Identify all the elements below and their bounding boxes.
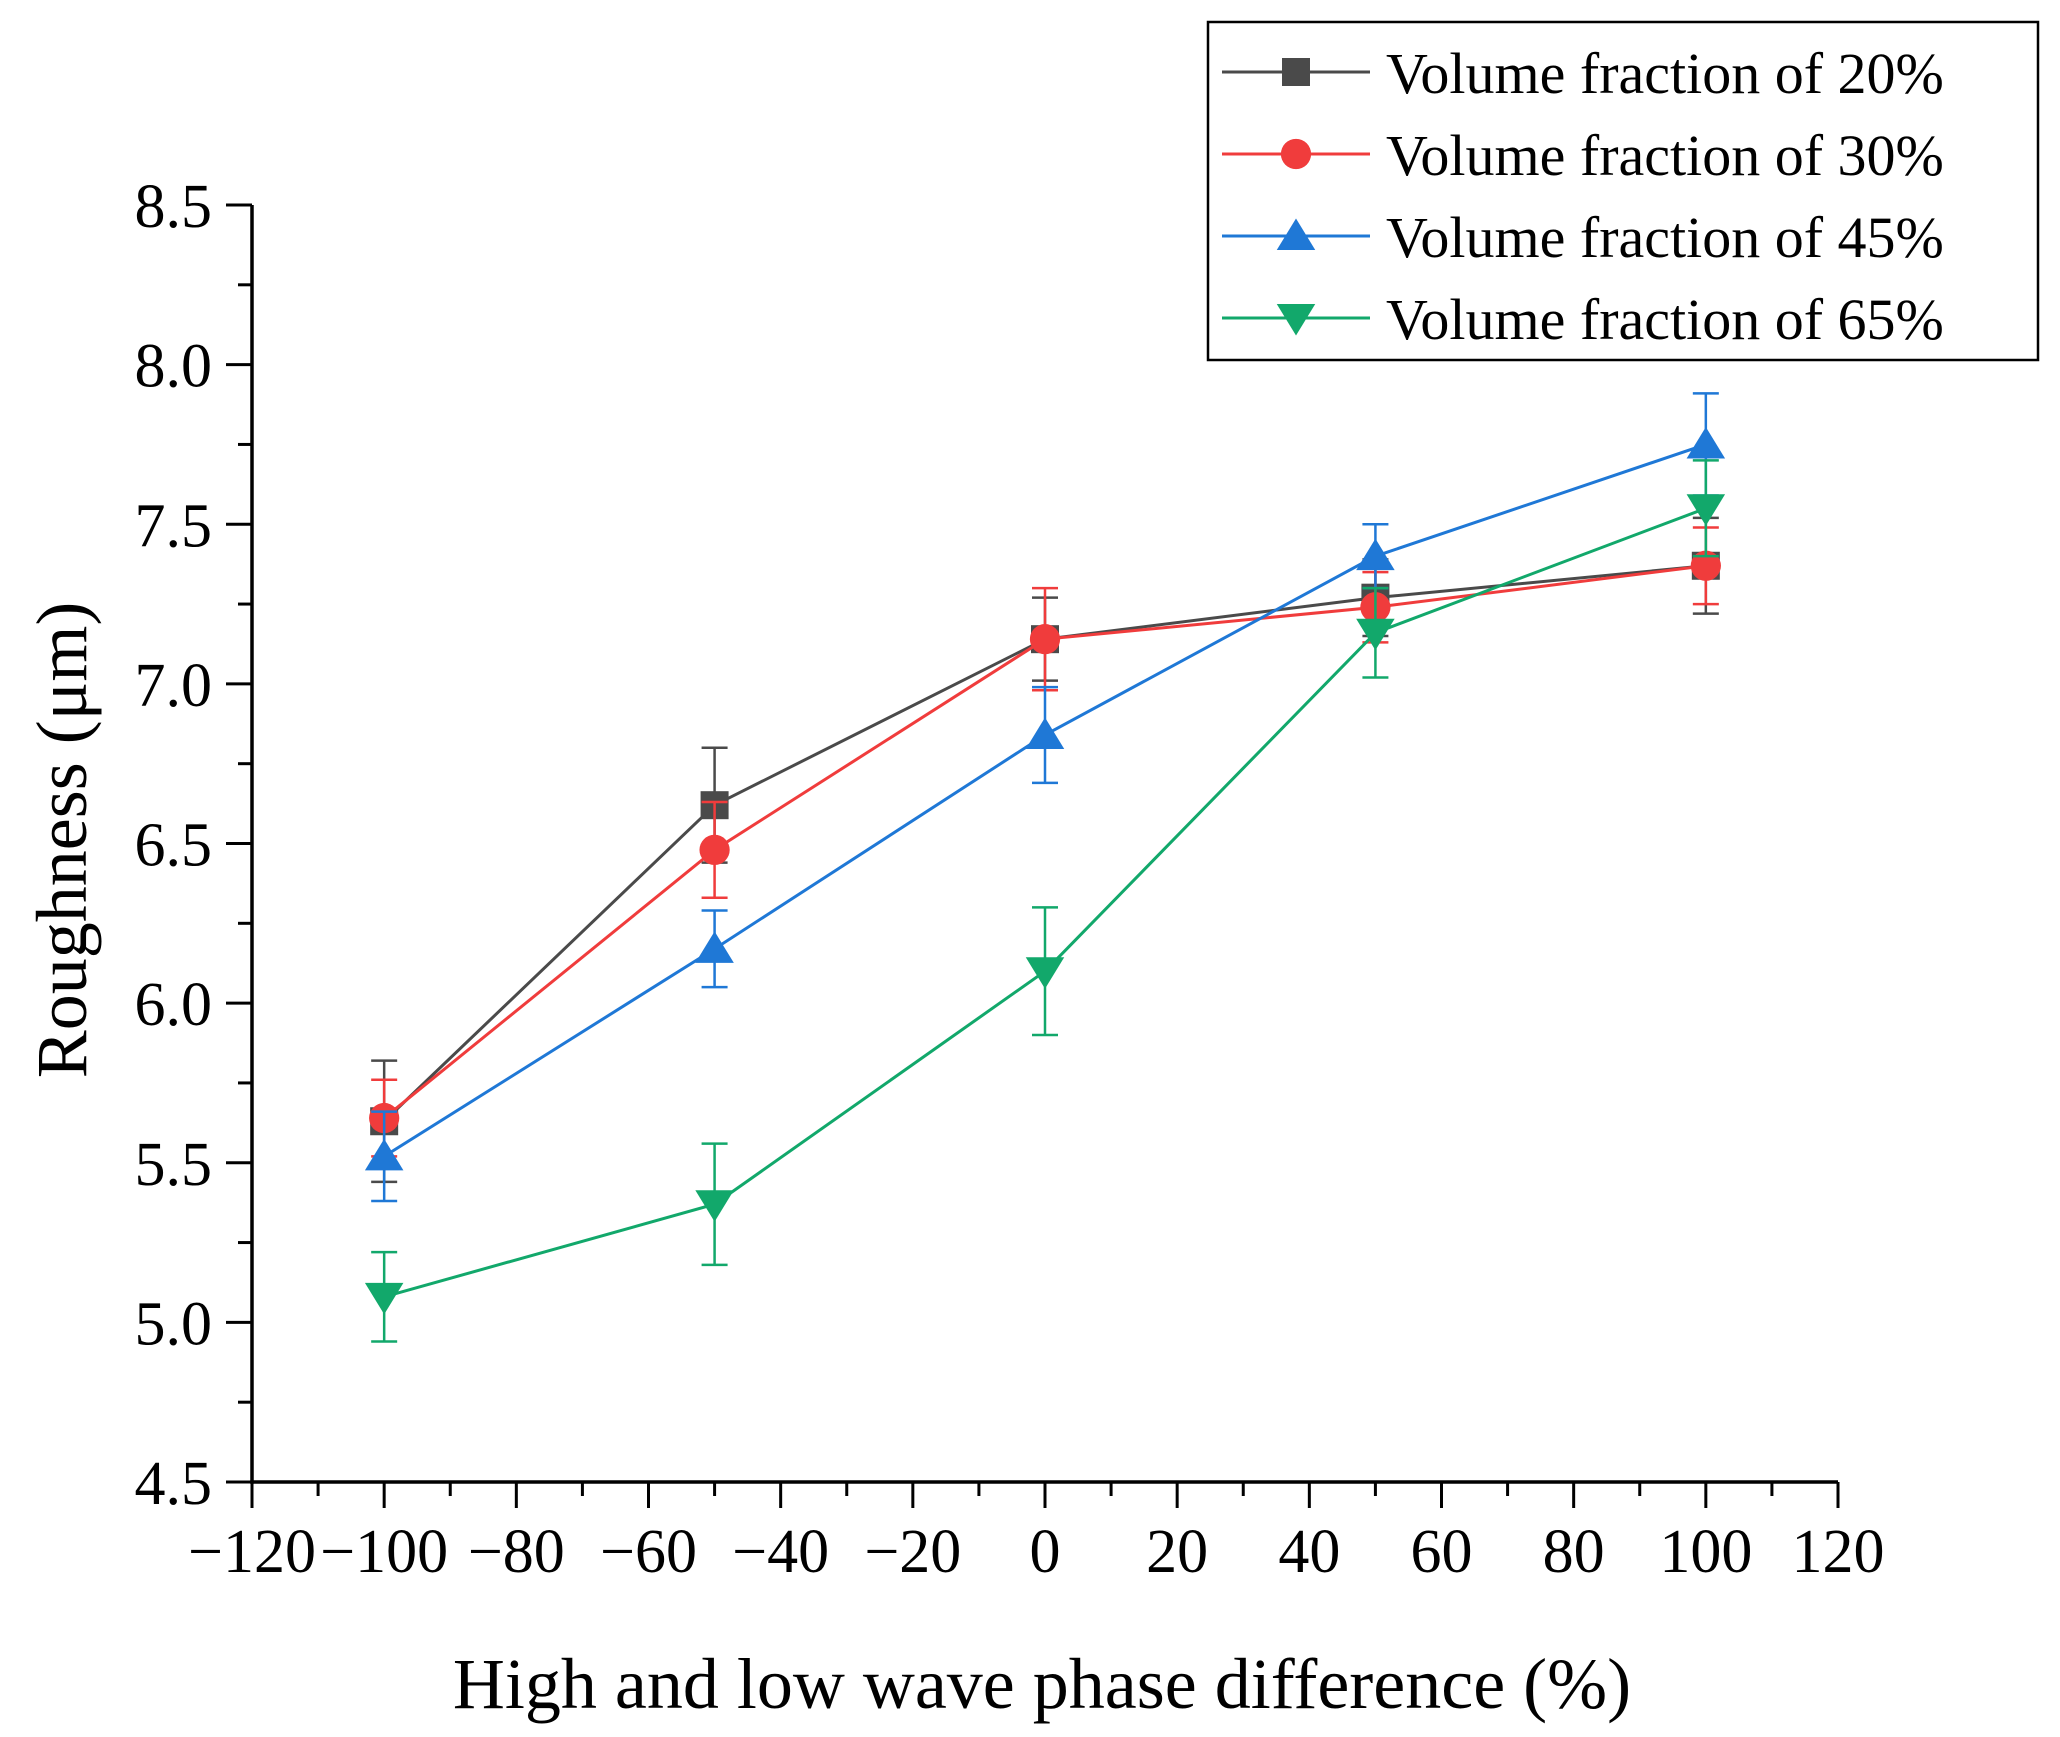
y-axis-title: Roughness (μm) bbox=[22, 602, 102, 1079]
data-point bbox=[1025, 717, 1065, 749]
x-tick-label: 20 bbox=[1146, 1518, 1208, 1586]
x-tick-label: 100 bbox=[1659, 1518, 1752, 1586]
y-tick-label: 6.5 bbox=[135, 812, 213, 880]
series-line bbox=[383, 443, 1707, 1158]
legend-item-3: Volume fraction of 45% bbox=[1222, 205, 1944, 270]
x-tick-label: −100 bbox=[320, 1518, 448, 1586]
x-axis-ticks: −120 −100 −80 −60 −40 −20 0 20 40 60 80 100 120 bbox=[188, 1482, 1885, 1586]
y-tick-label: 6.0 bbox=[135, 971, 213, 1039]
legend-marker bbox=[1276, 218, 1316, 250]
x-tick-label: 40 bbox=[1278, 1518, 1340, 1586]
x-axis-title: High and low wave phase difference (%) bbox=[453, 1644, 1631, 1724]
series-4 bbox=[364, 459, 1726, 1343]
data-point bbox=[695, 1190, 734, 1222]
legend: Volume fraction of 20% Volume fraction of… bbox=[1206, 20, 2040, 362]
y-tick-label: 4.5 bbox=[135, 1450, 213, 1518]
y-tick-label: 5.5 bbox=[135, 1131, 213, 1199]
x-tick-label: −60 bbox=[600, 1518, 697, 1586]
x-tick-label: 0 bbox=[1030, 1518, 1061, 1586]
data-point bbox=[1356, 538, 1395, 571]
x-tick-label: 60 bbox=[1411, 1518, 1473, 1586]
legend-item-4: Volume fraction of 65% bbox=[1222, 287, 1944, 352]
data-point bbox=[699, 834, 730, 866]
legend-item-1: Volume fraction of 20% bbox=[1222, 41, 1944, 106]
data-point bbox=[364, 1138, 404, 1171]
x-tick-label: −20 bbox=[864, 1518, 961, 1586]
x-tick-label: −80 bbox=[468, 1518, 565, 1586]
data-point bbox=[1029, 624, 1061, 655]
legend-label: Volume fraction of 45% bbox=[1386, 205, 1944, 270]
series-layer bbox=[364, 392, 1726, 1343]
legend-marker bbox=[1280, 138, 1312, 170]
series-3 bbox=[364, 392, 1726, 1203]
data-point bbox=[1686, 494, 1726, 526]
data-point bbox=[1690, 550, 1721, 581]
data-point bbox=[695, 931, 734, 963]
y-tick-label: 8.0 bbox=[135, 333, 213, 401]
legend-marker bbox=[1282, 58, 1310, 86]
x-tick-label: 120 bbox=[1792, 1518, 1885, 1586]
y-tick-label: 8.5 bbox=[135, 173, 213, 241]
series-2 bbox=[369, 526, 1721, 1158]
y-tick-label: 7.0 bbox=[135, 652, 213, 720]
y-tick-label: 5.0 bbox=[135, 1290, 213, 1358]
y-tick-label: 7.5 bbox=[135, 492, 213, 560]
legend-item-2: Volume fraction of 30% bbox=[1222, 123, 1944, 188]
legend-label: Volume fraction of 20% bbox=[1386, 41, 1944, 106]
data-point bbox=[1025, 957, 1065, 989]
x-tick-label: −120 bbox=[188, 1518, 316, 1586]
data-point bbox=[364, 1282, 404, 1315]
x-tick-label: 80 bbox=[1543, 1518, 1605, 1586]
data-point bbox=[1356, 618, 1395, 651]
legend-box bbox=[1206, 20, 2040, 362]
legend-marker bbox=[1276, 304, 1316, 336]
data-point bbox=[1686, 426, 1726, 459]
x-tick-label: −40 bbox=[732, 1518, 829, 1586]
legend-label: Volume fraction of 30% bbox=[1386, 123, 1944, 188]
y-axis-ticks: 4.5 5.0 5.5 6.0 6.5 7.0 7.5 8.0 8.5 bbox=[135, 173, 252, 1518]
legend-label: Volume fraction of 65% bbox=[1386, 287, 1944, 352]
